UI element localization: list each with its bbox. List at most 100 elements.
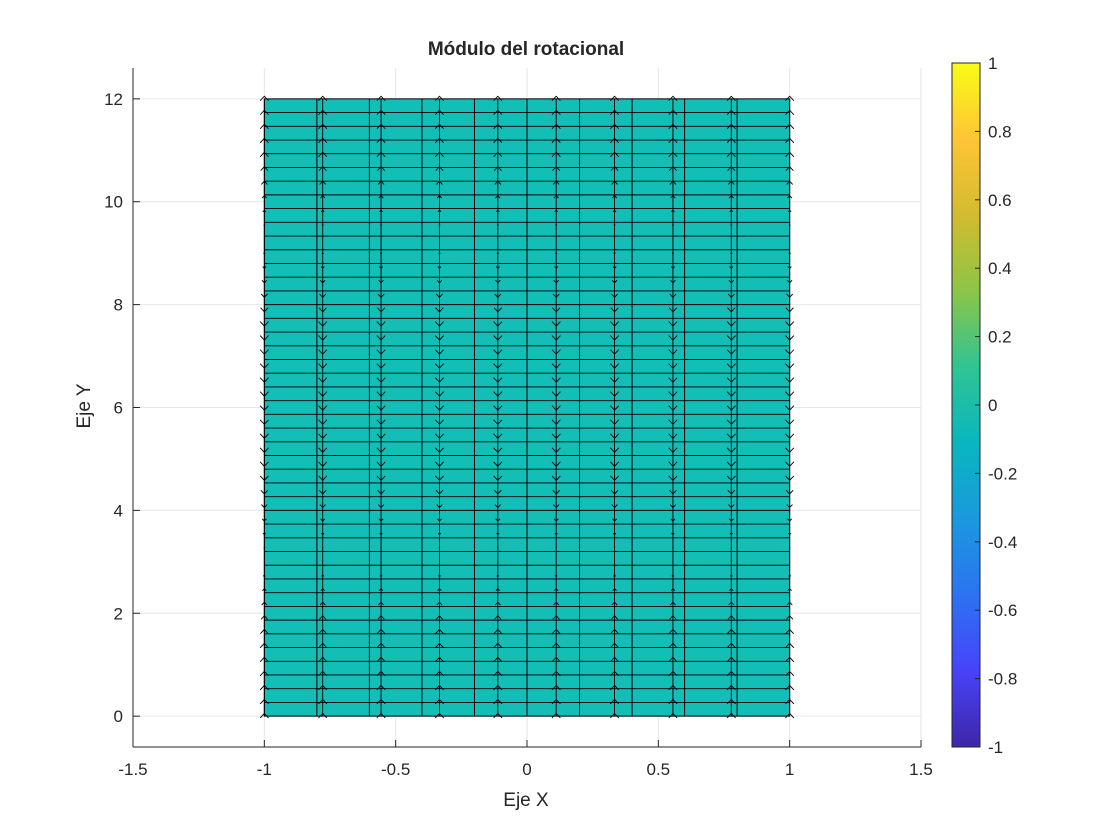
y-tick-label: 10 [104, 193, 123, 212]
quiver-arrowhead [438, 574, 441, 577]
quiver-arrowhead [669, 293, 677, 299]
quiver-arrowhead [670, 194, 676, 199]
quiver-arrowhead [551, 670, 561, 677]
x-tick-label: -1.5 [118, 760, 147, 779]
quiver-arrowhead [321, 532, 325, 536]
quiver-arrowhead [785, 349, 795, 355]
quiver-arrowhead [729, 209, 734, 213]
quiver-arrowhead [730, 547, 733, 549]
quiver-arrowhead [493, 628, 503, 634]
quiver-arrowhead [493, 377, 503, 383]
quiver-arrowhead [553, 518, 559, 522]
quiver-arrowhead [610, 335, 620, 341]
quiver-arrowhead [496, 252, 500, 255]
quiver-arrowhead [729, 532, 733, 536]
quiver-arrowhead [668, 461, 678, 468]
quiver-arrowhead [551, 712, 561, 719]
quiver-arrowhead [377, 166, 386, 171]
quiver-arrowhead [436, 504, 443, 509]
quiver-arrowhead [668, 628, 678, 634]
quiver-arrowhead [377, 293, 385, 299]
quiver-arrowhead [259, 137, 269, 144]
quiver-arrowhead [318, 321, 328, 327]
quiver-arrowhead [493, 405, 503, 411]
quiver-arrowhead [669, 504, 677, 509]
quiver-arrowhead [318, 712, 328, 719]
quiver-arrowhead [493, 349, 503, 355]
quiver-arrowhead [495, 279, 501, 284]
quiver-arrowhead [376, 670, 386, 677]
quiver-arrowhead [726, 335, 736, 341]
x-tick-label: 0 [522, 760, 531, 779]
quiver-arrowhead [613, 547, 616, 549]
quiver-arrowhead [318, 656, 328, 663]
quiver-arrowhead [551, 377, 561, 383]
quiver-arrowhead [376, 137, 386, 144]
quiver-arrowhead [668, 642, 678, 649]
quiver-arrowhead [610, 698, 620, 705]
quiver-arrowhead [786, 601, 793, 606]
quiver-arrowhead [610, 123, 620, 130]
quiver-arrowhead [670, 588, 676, 592]
x-tick-label: -0.5 [381, 760, 410, 779]
quiver-arrowhead [727, 166, 736, 171]
quiver-arrowhead [786, 504, 793, 509]
quiver-arrowhead [260, 166, 269, 171]
quiver-arrowhead [668, 363, 678, 369]
quiver-arrowhead [726, 698, 736, 705]
quiver-arrowhead [727, 489, 736, 495]
quiver-arrowhead [376, 433, 386, 439]
quiver-arrowhead [320, 209, 325, 213]
quiver-arrowhead [318, 670, 328, 677]
quiver-arrowhead [434, 670, 444, 677]
quiver-arrowhead [494, 180, 502, 185]
quiver-arrowhead [259, 391, 269, 397]
quiver-arrowhead [730, 224, 733, 226]
quiver-arrowhead [610, 137, 620, 144]
quiver-arrowhead [493, 109, 503, 116]
quiver-arrowhead [434, 433, 444, 439]
quiver-arrowhead [728, 194, 734, 199]
quiver-arrowhead [786, 279, 793, 284]
quiver-arrowhead [318, 151, 328, 158]
quiver-arrowhead [669, 615, 677, 620]
quiver-arrowhead [318, 628, 327, 634]
quiver-arrowhead [551, 123, 561, 130]
quiver-arrowhead [320, 266, 325, 269]
quiver-arrowhead [261, 518, 267, 522]
quiver-arrowhead [380, 224, 383, 226]
quiver-arrowhead [262, 574, 266, 577]
quiver-arrowhead [788, 532, 792, 536]
quiver-arrowhead [263, 224, 266, 226]
colorbar-tick-label: -0.8 [988, 670, 1017, 689]
x-tick-label: 0.5 [647, 760, 671, 779]
quiver-arrowhead [610, 419, 620, 425]
quiver-arrowhead [670, 279, 676, 284]
quiver-arrowhead [610, 712, 620, 719]
y-tick-label: 4 [114, 501, 123, 520]
quiver-arrowhead [612, 209, 617, 213]
quiver-arrowhead [493, 95, 503, 102]
colorbar-tick-label: -1 [988, 738, 1003, 757]
quiver-arrowhead [726, 377, 736, 383]
quiver-arrowhead [729, 574, 733, 577]
quiver-arrowhead [668, 475, 678, 481]
quiver-arrowhead [320, 518, 326, 522]
quiver-arrowhead [493, 335, 503, 341]
quiver-arrowhead [493, 684, 503, 691]
quiver-arrowhead [551, 461, 561, 468]
quiver-arrowhead [788, 224, 791, 226]
quiver-arrowhead [785, 405, 795, 411]
quiver-arrowhead [259, 433, 269, 439]
quiver-arrowhead [263, 547, 266, 549]
colorbar-tick-label: 0.8 [988, 122, 1012, 141]
quiver-arrowhead [552, 180, 560, 185]
quiver-arrowhead [436, 279, 443, 284]
quiver-arrowhead [259, 656, 269, 663]
quiver-arrowhead [551, 335, 561, 341]
quiver-arrowhead [610, 615, 619, 620]
quiver-arrowhead [493, 489, 502, 495]
quiver-arrowhead [318, 419, 328, 425]
quiver-arrowhead [785, 109, 795, 116]
quiver-arrowhead [727, 180, 735, 185]
